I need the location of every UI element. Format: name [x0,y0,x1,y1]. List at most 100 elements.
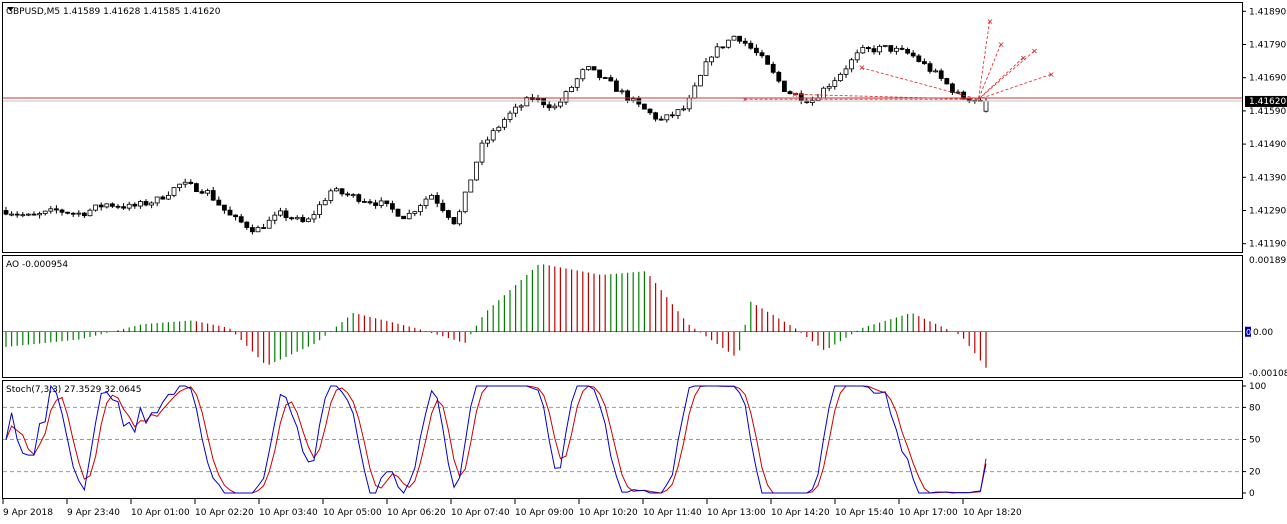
time-tick-label: 10 Apr 09:00 [515,508,574,518]
candle [507,110,513,123]
candle [322,197,328,206]
candle [104,203,110,209]
candle [345,191,351,197]
svg-text:0: 0 [1246,328,1251,337]
candle [922,58,927,65]
time-tick-label: 10 Apr 02:20 [195,508,254,518]
price-tick-label: 1.41190 [1249,240,1286,250]
candle [121,203,126,210]
candle [642,103,647,110]
candle [137,199,143,209]
candle [31,211,37,216]
candle [670,111,675,119]
ao-zero-badge [1245,326,1251,337]
candle [877,44,882,56]
candle [9,211,15,217]
candle [832,77,838,90]
candle [849,57,854,73]
candle [272,211,278,225]
candle [782,80,787,93]
time-tick-label: 10 Apr 01:00 [131,508,190,518]
candle [630,96,636,103]
candle [882,45,888,48]
svg-text:✕: ✕ [742,95,749,104]
ao-header: AO -0.000954 [6,260,68,270]
candle [434,192,440,208]
candle [177,183,183,192]
symbol-header: GBPUSD,M5 1.41589 1.41628 1.41585 1.4162… [6,7,221,17]
stoch-tick-label: 50 [1249,436,1261,446]
candle [266,216,272,229]
time-tick-label: 10 Apr 17:00 [899,508,958,518]
candle [933,68,938,73]
candle [244,221,250,230]
candle [765,55,770,65]
candle [311,210,317,223]
current-price-badge: 1.41620 [1245,95,1287,107]
candle [759,49,765,59]
candle [608,74,614,82]
stoch-main-line [5,384,987,494]
candle [501,117,507,131]
candle [496,125,502,133]
candle [860,44,866,54]
candle [737,35,742,44]
time-axis: 9 Apr 2018 9 Apr 23:40 10 Apr 01:00 10 Apr … [2,499,1022,518]
candle [59,208,65,216]
candle [182,178,188,188]
candle [406,209,412,220]
price-tick-label: 1.41790 [1249,41,1286,51]
candle [171,187,177,198]
candle [87,208,93,217]
candle [328,188,334,204]
candle [417,203,423,216]
candle [110,202,115,208]
candle [619,88,625,95]
time-tick-label: 10 Apr 13:00 [707,508,766,518]
ao-tick-label: 0.00 [1253,328,1273,338]
candle [300,214,306,223]
candle [216,196,222,206]
candle [479,140,485,166]
svg-text:1.41620: 1.41620 [1249,97,1286,107]
candle [188,179,194,185]
candle [199,189,205,195]
candle [955,89,961,94]
candle [249,224,255,235]
candle [602,76,608,79]
candle [261,223,267,229]
candle [14,211,20,218]
candle [569,85,574,93]
candle [238,213,244,224]
svg-text:✕: ✕ [987,17,994,26]
ao-pane[interactable] [2,255,1243,378]
candle [277,207,283,217]
trade-history-lines: ✕ ✕ ✕ ✕ ✕ ✕ ✕ ✕ [742,17,1055,104]
stoch-axis: 100 80 50 20 0 [1242,382,1266,499]
chevron-down-icon[interactable] [7,7,14,11]
candle [233,214,239,221]
price-pane[interactable] [2,2,1243,253]
candle [356,193,362,204]
candle [294,215,300,221]
stoch-tick-label: 20 [1249,468,1261,478]
candle [143,199,149,207]
candle [714,43,720,59]
candle [283,208,289,222]
candle [149,201,155,209]
candle [305,217,311,223]
price-tick-label: 1.41890 [1249,7,1286,17]
candle [843,65,849,78]
candle [93,204,98,212]
candle [518,103,524,111]
candle [698,74,703,87]
candle [65,211,70,215]
candle [126,201,132,211]
candle [25,213,31,217]
candle [983,98,989,113]
candle [165,191,171,200]
candle [866,46,871,53]
time-tick-label: 10 Apr 11:40 [643,508,702,518]
candle [37,211,42,219]
